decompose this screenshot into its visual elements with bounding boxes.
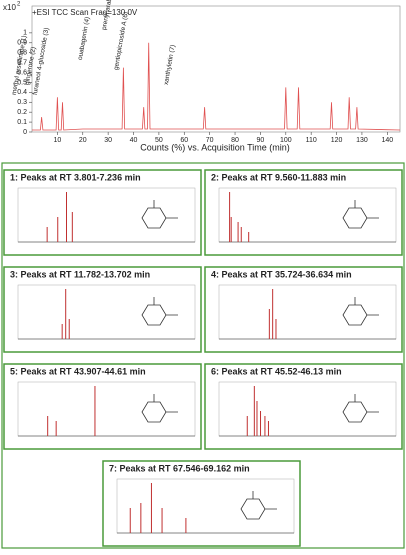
x-tick-label: 30 <box>104 137 112 144</box>
structure-sketch <box>342 394 379 423</box>
chromatogram-line <box>32 42 401 131</box>
panel-title: 7: Peaks at RT 67.546-69.162 min <box>109 463 250 473</box>
structure-sketch <box>141 200 178 229</box>
structure-sketch <box>342 200 379 229</box>
y-tick-label: 0.2 <box>17 109 27 116</box>
y-tick-label: 0.1 <box>17 119 27 126</box>
panel-title: 4: Peaks at RT 35.724-36.634 min <box>211 269 352 279</box>
panels-frame <box>1 162 405 549</box>
panel-box <box>204 363 403 450</box>
panel-title: 6: Peaks at RT 45.52-46.13 min <box>211 366 342 376</box>
panel-box <box>204 266 403 353</box>
x-tick-label: 80 <box>231 137 239 144</box>
panel-box <box>3 169 202 256</box>
y-tick-label: 0.4 <box>17 89 27 96</box>
y-scale-exp: 2 <box>17 2 21 8</box>
x-tick-label: 50 <box>155 137 163 144</box>
panel-box <box>3 363 202 450</box>
x-tick-label: 90 <box>257 137 265 144</box>
x-tick-label: 10 <box>53 137 61 144</box>
panel-title: 2: Peaks at RT 9.560-11.883 min <box>211 172 346 182</box>
x-tick-label: 60 <box>180 137 188 144</box>
x-tick-label: 140 <box>381 137 393 144</box>
x-tick-label: 70 <box>206 137 214 144</box>
y-tick-label: 0.7 <box>17 59 27 66</box>
y-tick-label: 0.5 <box>17 79 27 86</box>
x-axis-label: Counts (%) vs. Acquisition Time (min) <box>140 142 290 152</box>
plot-frame <box>31 5 401 133</box>
panel-title: 1: Peaks at RT 3.801-7.236 min <box>10 172 141 182</box>
x-tick-label: 110 <box>306 137 317 144</box>
panel-title: 3: Peaks at RT 11.782-13.702 min <box>10 269 150 279</box>
panel-box <box>3 266 202 353</box>
x-tick-label: 20 <box>79 137 87 144</box>
panel-title: 5: Peaks at RT 43.907-44.61 min <box>10 366 146 376</box>
y-scale: x10 <box>3 3 16 12</box>
y-tick-label: 0 <box>23 129 27 136</box>
y-tick-label: 0.3 <box>17 99 27 106</box>
structure-sketch <box>141 297 178 326</box>
x-tick-label: 120 <box>331 137 343 144</box>
panel-box <box>102 460 301 547</box>
x-tick-label: 40 <box>130 137 138 144</box>
x-tick-label: 130 <box>356 137 368 144</box>
y-tick-label: 0.9 <box>17 40 27 47</box>
y-tick-label: 0.8 <box>17 50 27 57</box>
y-tick-label: 0.6 <box>17 69 27 76</box>
x-tick-label: 100 <box>280 137 292 144</box>
chart-title: +ESI TCC Scan Frag=130.0V <box>32 8 138 17</box>
structure-sketch <box>240 491 277 520</box>
structure-sketch <box>342 297 379 326</box>
structure-sketch <box>141 394 178 423</box>
y-tick-label: 1 <box>23 30 27 37</box>
